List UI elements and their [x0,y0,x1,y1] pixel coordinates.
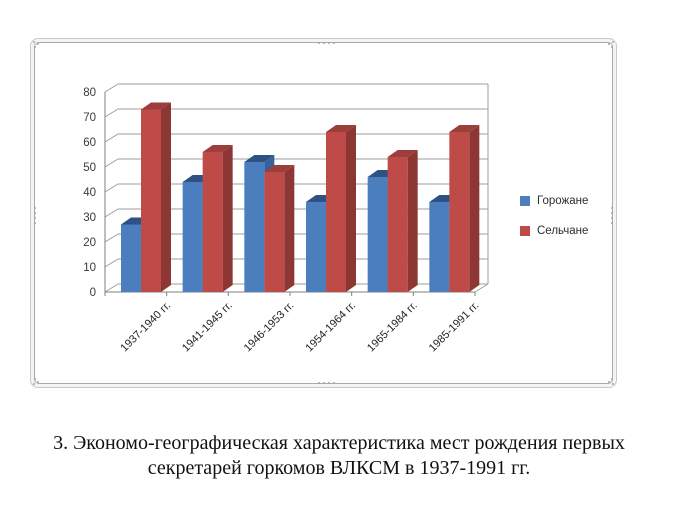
figure-caption: 3. Экономо-географическая характеристика… [0,431,678,481]
legend-item: Горожане [520,195,588,207]
chart-legend: Горожане Сельчане [520,195,588,255]
resize-handle-top[interactable] [318,42,335,44]
bar-Сельчане-2 [202,145,233,292]
y-axis-label: 30 [83,212,96,224]
gridline-diagonal [104,83,119,93]
bar-chart-3d: 0 10 20 30 40 50 60 70 80 1937-1940 гг. 1941-1945 … [83,83,489,355]
resize-handle-bottom-right[interactable] [606,377,614,385]
y-axis-label: 70 [83,112,96,124]
gridline-diagonal [104,233,119,243]
x-axis-label: 1985-1991 гг. [427,300,482,355]
y-axis-label: 10 [83,262,96,274]
chart-object-frame[interactable]: 0 10 20 30 40 50 60 70 80 1937-1940 гг. 1941-1945 … [30,38,617,388]
y-axis-label: 80 [83,87,96,99]
bar-Сельчане-1 [141,102,171,292]
y-axis-label: 20 [83,237,96,249]
gridline-diagonal [104,133,119,143]
floor-right-diagonal [474,283,489,293]
gridline-diagonal [104,183,119,193]
bar-Сельчане-4 [326,125,356,292]
x-axis-label: 1937-1940 гг. [118,300,173,355]
legend-label: Сельчане [537,225,589,237]
legend-swatch [520,226,530,236]
gridline-diagonal [104,108,119,118]
x-axis-label: 1941-1945 гг. [180,300,235,355]
bar-Сельчане-3 [264,165,295,292]
resize-handle-bottom-left[interactable] [33,377,41,385]
y-axis-label: 60 [83,137,96,149]
x-axis-label: 1946-1953 гг. [242,300,297,355]
legend-item: Сельчане [520,225,588,237]
caption-line-1: 3. Экономо-географическая характеристика… [53,432,625,454]
resize-handle-left[interactable] [34,207,36,224]
gridline-diagonal [104,283,119,293]
chart-frame-inner-border: 0 10 20 30 40 50 60 70 80 1937-1940 гг. 1941-1945 … [34,42,613,384]
resize-handle-bottom[interactable] [318,382,335,384]
resize-handle-top-right[interactable] [606,41,614,49]
gridline-diagonal [104,158,119,168]
bar-Сельчане-6 [449,125,480,292]
resize-handle-right[interactable] [611,207,613,224]
y-axis-label: 0 [90,287,96,299]
y-axis-label: 40 [83,187,96,199]
gridline-diagonal [104,208,119,218]
gridline-diagonal [104,258,119,268]
resize-handle-top-left[interactable] [33,41,41,49]
bar-Сельчане-5 [387,150,418,292]
legend-swatch [520,196,530,206]
x-axis-label: 1965-1984 гг. [365,300,420,355]
x-axis-label: 1954-1964 гг. [303,300,358,355]
caption-line-2: секретарей горкомов ВЛКСМ в 1937-1991 гг… [147,457,531,479]
legend-label: Горожане [537,195,589,207]
y-axis-label: 50 [83,162,96,174]
